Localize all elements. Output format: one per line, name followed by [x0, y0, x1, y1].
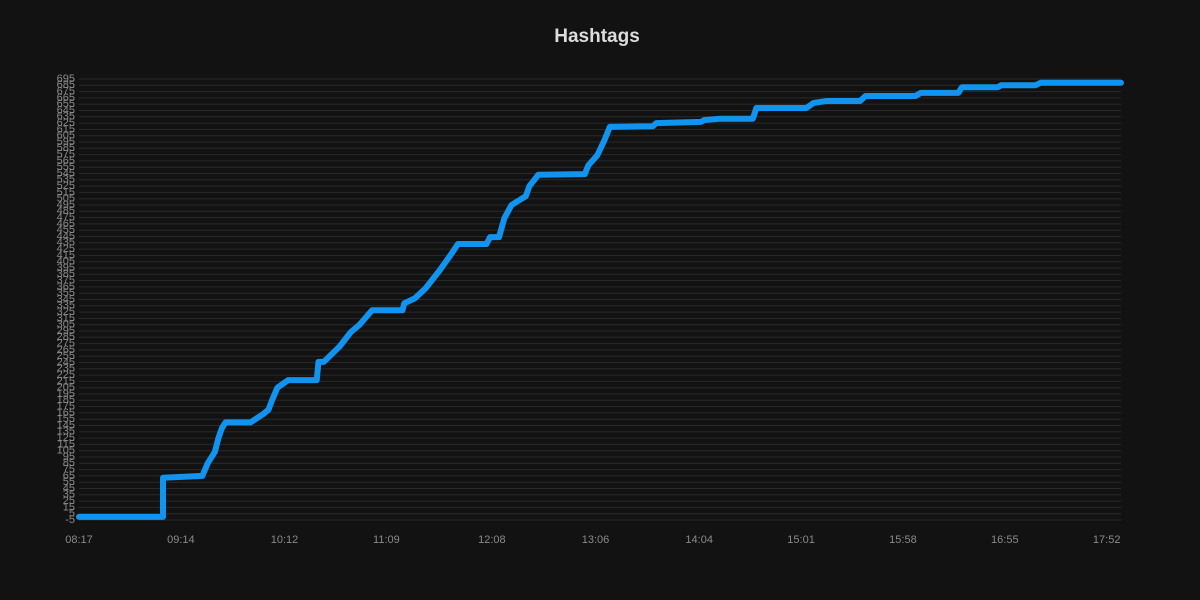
- y-tick-label: 685: [57, 79, 75, 91]
- y-tick-label: 105: [57, 445, 75, 457]
- y-tick-label: 645: [57, 104, 75, 116]
- y-tick-label: 665: [57, 92, 75, 104]
- y-tick-label: 225: [57, 369, 75, 381]
- y-tick-label: 545: [57, 167, 75, 179]
- y-tick-label: 485: [57, 205, 75, 217]
- y-tick-label: 495: [57, 199, 75, 211]
- y-tick-label: 695: [57, 73, 75, 85]
- y-tick-label: 505: [57, 193, 75, 205]
- x-tick-label: 15:01: [787, 534, 815, 546]
- y-tick-label: 615: [57, 123, 75, 135]
- x-tick-label: 15:58: [889, 534, 917, 546]
- y-tick-label: 445: [57, 230, 75, 242]
- y-tick-label: 275: [57, 338, 75, 350]
- y-tick-label: 25: [63, 495, 75, 507]
- y-tick-label: 215: [57, 375, 75, 387]
- y-tick-label: 235: [57, 363, 75, 375]
- y-tick-label: 385: [57, 268, 75, 280]
- y-tick-label: 585: [57, 142, 75, 154]
- y-tick-label: 255: [57, 350, 75, 362]
- y-tick-label: 635: [57, 111, 75, 123]
- y-tick-label: 325: [57, 306, 75, 318]
- y-tick-label: 515: [57, 186, 75, 198]
- y-tick-label: 425: [57, 243, 75, 255]
- y-tick-label: 375: [57, 275, 75, 287]
- y-tick-label: 455: [57, 224, 75, 236]
- y-tick-label: 555: [57, 161, 75, 173]
- y-tick-label: 295: [57, 325, 75, 337]
- y-tick-label: 565: [57, 155, 75, 167]
- y-tick-label: 125: [57, 432, 75, 444]
- data-line: [76, 79, 1124, 520]
- y-tick-label: 75: [63, 464, 75, 476]
- y-tick-label: 595: [57, 136, 75, 148]
- y-tick-label: 575: [57, 149, 75, 161]
- x-tick-label: 10:12: [271, 534, 299, 546]
- y-tick-label: 45: [63, 482, 75, 494]
- y-tick-label: 435: [57, 237, 75, 249]
- y-tick-label: 525: [57, 180, 75, 192]
- y-tick-label: 5: [69, 508, 75, 520]
- y-tick-label: 315: [57, 312, 75, 324]
- y-tick-label: 285: [57, 331, 75, 343]
- y-tick-label: 245: [57, 356, 75, 368]
- y-tick-label: 395: [57, 262, 75, 274]
- y-tick-label: 265: [57, 344, 75, 356]
- y-tick-label: 405: [57, 256, 75, 268]
- y-tick-label: 175: [57, 401, 75, 413]
- y-tick-label: 165: [57, 407, 75, 419]
- x-tick-label: 17:52: [1093, 534, 1121, 546]
- chart-title: Hashtags: [554, 26, 640, 47]
- y-tick-label: 365: [57, 281, 75, 293]
- y-tick-label: -5: [65, 514, 75, 526]
- y-tick-label: 195: [57, 388, 75, 400]
- y-tick-label: 35: [63, 489, 75, 501]
- y-tick-label: 205: [57, 382, 75, 394]
- y-tick-label: 355: [57, 287, 75, 299]
- y-tick-label: 625: [57, 117, 75, 129]
- x-tick-label: 16:55: [991, 534, 1019, 546]
- x-tick-label: 12:08: [478, 534, 506, 546]
- y-tick-label: 15: [63, 501, 75, 513]
- y-tick-label: 655: [57, 98, 75, 110]
- x-tick-label: 13:06: [582, 534, 610, 546]
- y-tick-label: 335: [57, 300, 75, 312]
- y-tick-label: 535: [57, 174, 75, 186]
- x-tick-label: 08:17: [65, 534, 93, 546]
- y-tick-label: 475: [57, 212, 75, 224]
- y-tick-label: 135: [57, 426, 75, 438]
- y-tick-label: 465: [57, 218, 75, 230]
- y-tick-label: 345: [57, 293, 75, 305]
- y-tick-label: 155: [57, 413, 75, 425]
- y-tick-label: 65: [63, 470, 75, 482]
- x-tick-label: 14:04: [685, 534, 713, 546]
- y-tick-label: 415: [57, 249, 75, 261]
- y-tick-label: 85: [63, 457, 75, 469]
- y-tick-label: 305: [57, 319, 75, 331]
- y-tick-label: 55: [63, 476, 75, 488]
- y-tick-label: 185: [57, 394, 75, 406]
- y-tick-label: 115: [57, 438, 75, 450]
- y-tick-label: 145: [57, 419, 75, 431]
- y-tick-label: 95: [63, 451, 75, 463]
- y-tick-label: 675: [57, 86, 75, 98]
- x-tick-label: 09:14: [167, 534, 195, 546]
- y-tick-label: 605: [57, 130, 75, 142]
- x-tick-label: 11:09: [373, 534, 400, 546]
